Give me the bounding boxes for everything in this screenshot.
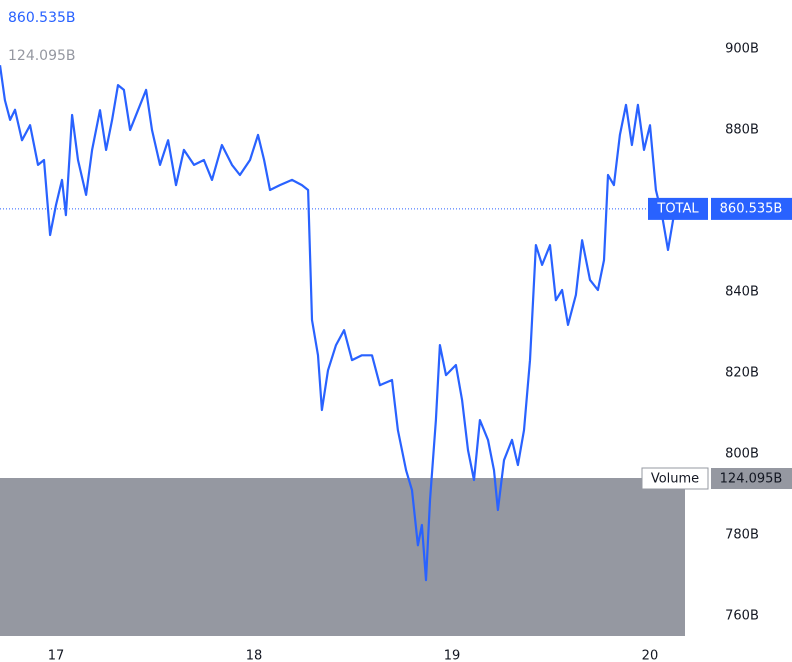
y-tick-label: 780B — [725, 528, 759, 543]
y-tick-label: 840B — [725, 285, 759, 300]
legend-value: 860.535B — [8, 10, 76, 26]
volume-pane — [0, 478, 685, 636]
x-tick-label: 18 — [246, 649, 263, 662]
y-tick-label: 900B — [725, 42, 759, 57]
series-tag-label: TOTAL — [656, 201, 699, 216]
y-tick-label: 880B — [725, 123, 759, 138]
volume-tag-label: Volume — [651, 472, 699, 487]
y-tick-label: 760B — [725, 609, 759, 624]
x-tick-label: 20 — [642, 649, 659, 662]
price-line — [0, 65, 685, 582]
volume-tag — [641, 467, 709, 490]
volume-value-label: 124.095B — [720, 472, 783, 487]
x-tick-label: 17 — [48, 649, 65, 662]
volume-value-tag — [711, 468, 792, 489]
value-tag-label: 860.535B — [720, 201, 783, 216]
series-tag — [648, 197, 708, 220]
x-tick-label: 19 — [444, 649, 461, 662]
y-tick-label: 800B — [725, 447, 759, 462]
value-tag — [711, 197, 792, 220]
y-tick-label: 820B — [725, 366, 759, 381]
legend-volume: 124.095B — [8, 48, 76, 64]
